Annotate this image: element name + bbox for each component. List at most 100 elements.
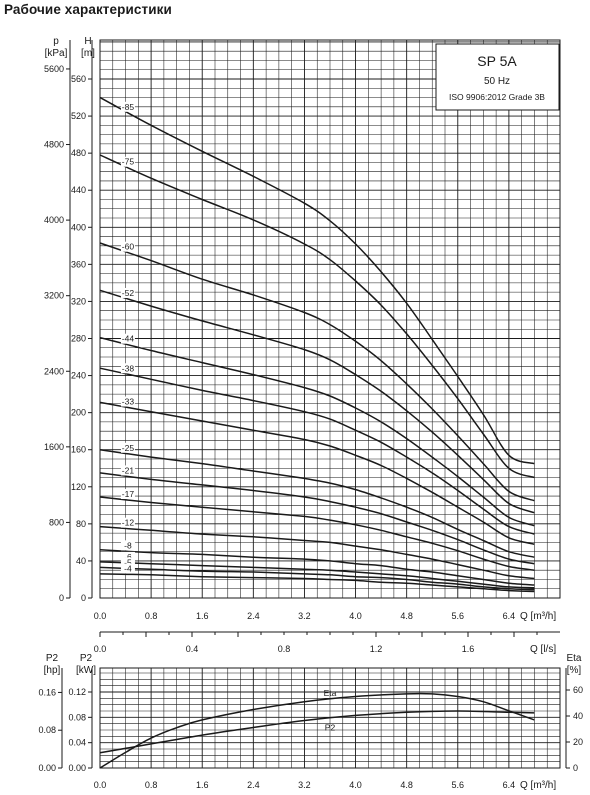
q-tick-label: 2.4 — [247, 611, 260, 621]
axes: 0 40 80 120 160 200 240 280 320 360 400 440 480 520 56… — [44, 39, 561, 654]
kw-tick-label: 0.00 — [68, 763, 86, 773]
h-tick-label: 520 — [71, 111, 86, 121]
ls-tick-label: 0.0 — [94, 644, 107, 654]
eta-tick-label: 0 — [573, 763, 578, 773]
curve-label-bg — [120, 241, 135, 252]
head-curve-21 — [99, 472, 535, 565]
eta-curve — [99, 692, 535, 769]
q2-tick-label: 2.4 — [247, 780, 260, 790]
h-axis-title: H — [84, 36, 91, 47]
head-curve-85 — [99, 96, 535, 465]
legend-frequency: 50 Hz — [484, 76, 510, 87]
h-tick-label: 440 — [71, 185, 86, 195]
q-tick-label: 0.8 — [145, 611, 158, 621]
main-plot-frame — [99, 39, 561, 599]
h-tick-label: 40 — [76, 556, 86, 566]
p-tick-label: 1600 — [44, 442, 64, 452]
h-tick-label: 560 — [71, 74, 86, 84]
curve-label-bg — [120, 333, 135, 344]
curve-label-bg — [120, 287, 135, 298]
curve-label-bg — [120, 442, 135, 453]
q2-tick-label: 3.2 — [298, 780, 311, 790]
eta-tick-label: 20 — [573, 737, 583, 747]
h-tick-label: 80 — [76, 519, 86, 529]
legend-box: SP 5A 50 Hz ISO 9906:2012 Grade 3B — [435, 43, 560, 111]
power-curves: Eta P2 — [99, 688, 535, 769]
curve-label: -75 — [122, 157, 135, 167]
p-tick-label: 4800 — [44, 140, 64, 150]
p-tick-label: 4000 — [44, 215, 64, 225]
head-curve-8 — [99, 549, 535, 586]
h-tick-label: 200 — [71, 408, 86, 418]
curve-label: -33 — [122, 397, 135, 407]
head-curves: -85 -75 -60 -52 -44 -38 -33 -25 -21 -17 -12 -8 -6-5-… — [99, 96, 535, 593]
p-tick-label: 3200 — [44, 291, 64, 301]
head-curve-6 — [99, 561, 535, 589]
ls-axis-title: Q [l/s] — [530, 644, 556, 655]
head-curve-33 — [99, 401, 535, 545]
curve-label-bg — [120, 551, 135, 562]
q-tick-label: 5.6 — [452, 611, 465, 621]
hp-tick-label: 0.00 — [38, 763, 56, 773]
h-tick-label: 160 — [71, 445, 86, 455]
h-tick-label: 400 — [71, 222, 86, 232]
eta-tick-label: 40 — [573, 711, 583, 721]
q-tick-label: 4.8 — [400, 611, 413, 621]
eta-axis-title: Eta — [566, 653, 581, 664]
p-axis-unit: [kPa] — [45, 48, 68, 59]
curve-label-bg — [120, 489, 135, 500]
curve-label: -5 — [124, 557, 132, 567]
q2-axis-title: Q [m³/h] — [520, 780, 556, 791]
curve-label-bg — [120, 396, 135, 407]
hp-tick-label: 0.08 — [38, 725, 56, 735]
head-curve-17 — [99, 496, 535, 571]
kw-tick-label: 0.08 — [68, 712, 86, 722]
q2-tick-label: 5.6 — [452, 780, 465, 790]
head-curve-75 — [99, 154, 535, 479]
p-axis-title: p — [53, 36, 59, 47]
head-curve-52 — [99, 289, 535, 514]
hp-tick-label: 0.16 — [38, 687, 56, 697]
q2-tick-label: 4.8 — [400, 780, 413, 790]
q-tick-label: 4.0 — [349, 611, 362, 621]
legend-model: SP 5A — [477, 53, 517, 69]
curve-label: -44 — [122, 334, 135, 344]
head-curve-12 — [99, 525, 535, 580]
q-tick-label: 3.2 — [298, 611, 311, 621]
p2-curve — [99, 710, 535, 754]
curve-label-bg — [120, 363, 135, 374]
head-curve-4 — [99, 573, 535, 593]
kw-tick-label: 0.12 — [68, 687, 86, 697]
curve-label: -21 — [122, 465, 135, 475]
curve-label: -17 — [122, 489, 135, 499]
eta-axis-unit: [%] — [567, 665, 582, 676]
q-tick-label: 6.4 — [503, 611, 516, 621]
curve-label-bg — [120, 557, 135, 568]
hp-axis-title: P2 — [46, 653, 59, 664]
head-curve-5 — [99, 566, 535, 591]
head-curve-60 — [99, 242, 535, 502]
p-tick-label: 0 — [59, 593, 64, 603]
curve-label-bg — [120, 156, 135, 167]
hp-axis-unit: [hp] — [44, 665, 61, 676]
p-tick-label: 5600 — [44, 64, 64, 74]
curve-label: -8 — [124, 540, 132, 550]
curve-label-bg — [120, 517, 135, 528]
head-curve-38 — [99, 367, 535, 535]
h-tick-label: 320 — [71, 296, 86, 306]
q2-tick-label: 0.8 — [145, 780, 158, 790]
ls-tick-label: 0.8 — [278, 644, 291, 654]
kw-tick-label: 0.04 — [68, 738, 86, 748]
curve-label: -60 — [122, 242, 135, 252]
curve-label: -52 — [122, 288, 135, 298]
p-tick-label: 800 — [49, 517, 64, 527]
q2-tick-label: 6.4 — [503, 780, 516, 790]
ls-tick-label: 1.6 — [462, 644, 475, 654]
eta-tick-label: 60 — [573, 685, 583, 695]
h-tick-label: 120 — [71, 482, 86, 492]
h-tick-label: 240 — [71, 371, 86, 381]
axis-labels: p[kPa] H[m] Q [m³/h] Q [l/s] — [45, 36, 557, 655]
q2-tick-label: 0.0 — [94, 780, 107, 790]
eta-curve-label: Eta — [324, 688, 337, 698]
